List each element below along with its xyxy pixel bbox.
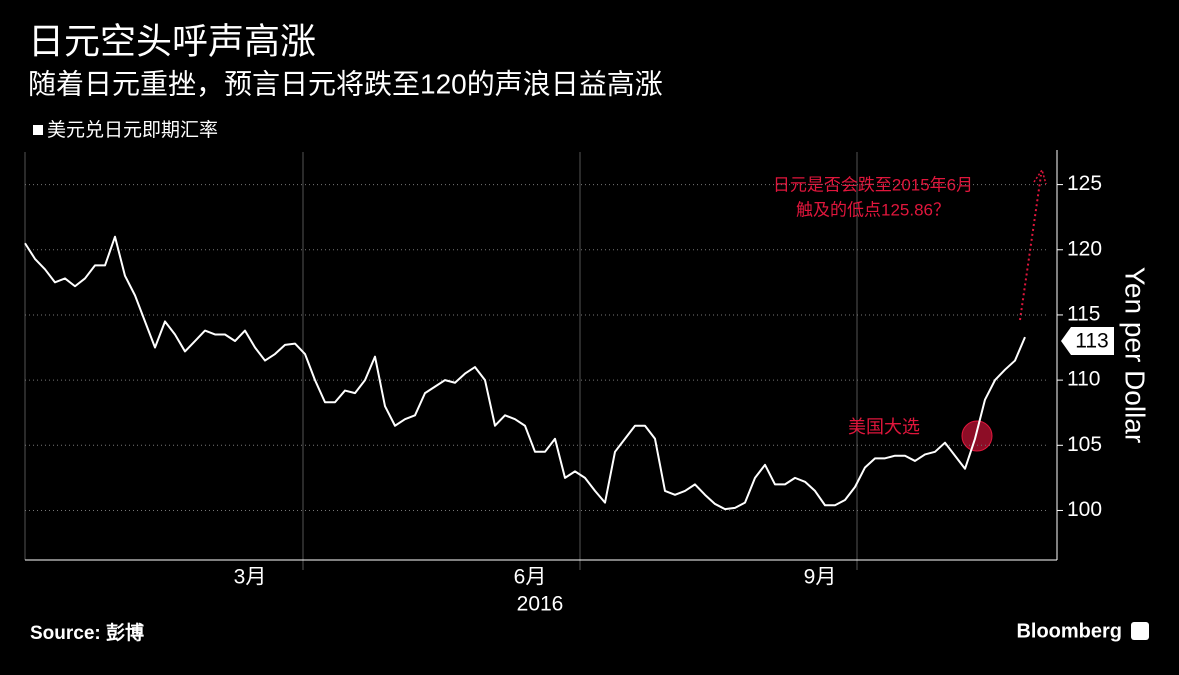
chart-title: 日元空头呼声高涨 — [28, 21, 316, 62]
x-tick-label: 9月 — [804, 566, 837, 589]
annotation-arrowhead — [1033, 168, 1047, 185]
x-sublabel: 2016 — [517, 593, 564, 616]
y-tick-label: 125 — [1067, 172, 1102, 195]
event-marker — [961, 420, 993, 452]
annotation: 触及的低点125.86？ — [796, 200, 950, 219]
brand-icon — [1131, 622, 1149, 640]
source: Source: 彭博 — [30, 621, 144, 644]
last-value-label: 113 — [1075, 330, 1108, 353]
annotation: 美国大选 — [848, 417, 920, 437]
y-tick-label: 105 — [1067, 433, 1102, 456]
x-tick-label: 6月 — [514, 566, 547, 589]
line-series — [24, 235, 1026, 511]
legend-swatch — [33, 125, 43, 135]
legend-label: 美元兑日元即期汇率 — [47, 119, 218, 141]
y-axis-label: Yen per Dollar — [1120, 267, 1151, 443]
brand: Bloomberg — [1016, 620, 1122, 642]
x-grid — [24, 152, 858, 570]
last-value-box — [1061, 327, 1114, 356]
x-tick-label: 3月 — [234, 566, 267, 589]
y-tick-label: 110 — [1067, 368, 1100, 391]
y-tick-label: 120 — [1067, 237, 1102, 260]
chart-subtitle: 随着日元重挫，预言日元将跌至120的声浪日益高涨 — [28, 68, 663, 99]
y-tick-label: 115 — [1067, 302, 1100, 325]
y-tick-label: 100 — [1067, 498, 1102, 521]
